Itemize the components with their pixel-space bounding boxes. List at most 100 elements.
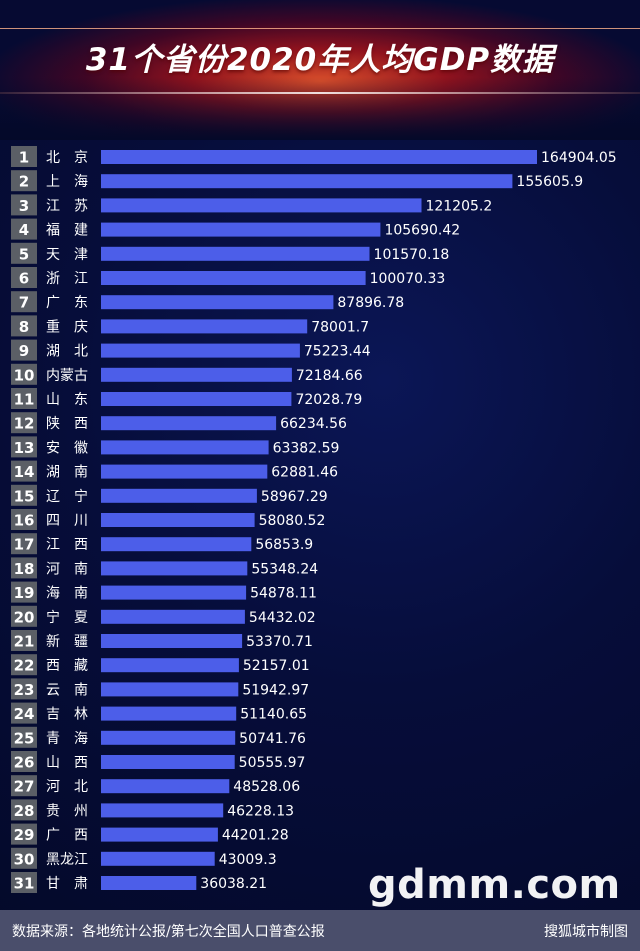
rank-number: 9 <box>19 342 29 360</box>
rank-badge <box>11 388 37 409</box>
gdp-bar <box>101 634 243 648</box>
rank-number: 14 <box>14 463 35 481</box>
gdp-bar <box>101 513 255 527</box>
province-label: 江苏 <box>46 198 102 214</box>
value-label: 87896.78 <box>337 295 404 311</box>
gdp-bar <box>101 488 257 503</box>
value-label: 56853.9 <box>255 537 313 553</box>
value-label: 58967.29 <box>261 489 328 505</box>
rank-number: 8 <box>19 318 29 336</box>
value-label: 155605.9 <box>516 174 583 190</box>
province-label: 新疆 <box>46 634 102 650</box>
value-label: 164904.05 <box>541 150 617 166</box>
chart-row: 5 天津 101570.18 <box>11 242 450 264</box>
province-label: 江西 <box>46 537 102 553</box>
province-label: 湖南 <box>46 465 102 481</box>
province-label: 云南 <box>46 682 102 698</box>
chart-row: 9 湖北 75223.44 <box>11 339 371 361</box>
rank-badge <box>11 436 37 458</box>
province-label: 山西 <box>46 755 102 771</box>
gdp-bar <box>101 343 300 358</box>
rank-number: 23 <box>14 681 35 699</box>
rank-number: 7 <box>19 294 29 312</box>
rank-badge <box>11 460 37 482</box>
chart-row: 17 江西 56853.9 <box>11 533 313 555</box>
chart-row: 22 西藏 52157.01 <box>11 654 310 676</box>
credit-text: 搜狐城市制图 <box>544 924 628 940</box>
rank-badge <box>11 533 37 555</box>
value-label: 63382.59 <box>273 440 340 456</box>
chart-row: 4 福建 105690.42 <box>11 218 460 240</box>
gdp-bar <box>101 755 235 769</box>
rank-number: 16 <box>14 512 35 530</box>
rank-badge <box>11 751 37 772</box>
chart-row: 3 江苏 121205.2 <box>11 194 492 216</box>
gdp-bar <box>101 198 422 213</box>
value-label: 75223.44 <box>304 344 371 360</box>
rank-number: 19 <box>14 584 35 602</box>
gdp-bar <box>101 174 513 189</box>
province-label: 甘肃 <box>46 876 102 892</box>
province-label: 吉林 <box>46 707 102 723</box>
value-label: 48528.06 <box>233 779 300 795</box>
province-label: 黑龙江 <box>46 852 88 868</box>
chart-row: 20 宁夏 54432.02 <box>11 605 316 627</box>
chart-row: 8 重庆 78001.7 <box>11 315 369 337</box>
value-label: 105690.42 <box>384 223 460 239</box>
rank-badge <box>11 242 37 264</box>
rank-number: 3 <box>19 197 29 215</box>
chart-row: 11 山东 72028.79 <box>11 388 362 409</box>
province-label: 广东 <box>46 295 102 311</box>
rank-number: 10 <box>14 366 35 384</box>
rank-badge <box>11 509 37 530</box>
gdp-bar <box>101 561 248 576</box>
rank-badge <box>11 146 37 167</box>
rank-badge <box>11 654 37 676</box>
rank-badge <box>11 823 37 845</box>
value-label: 121205.2 <box>425 198 492 214</box>
rank-number: 2 <box>19 173 29 191</box>
chart-row: 28 贵州 46228.13 <box>11 799 294 821</box>
province-label: 西藏 <box>46 658 102 674</box>
value-label: 54878.11 <box>250 586 317 602</box>
province-label: 陕西 <box>46 416 102 432</box>
province-label: 天津 <box>46 247 102 263</box>
gdp-bar <box>101 803 224 818</box>
value-label: 58080.52 <box>259 513 326 529</box>
gdp-bar <box>101 150 537 164</box>
gdp-bar <box>101 319 308 334</box>
rank-badge <box>11 581 37 603</box>
value-label: 53370.71 <box>246 634 313 650</box>
gdp-bar <box>101 706 237 721</box>
value-label: 101570.18 <box>374 247 450 263</box>
chart-row: 12 陕西 66234.56 <box>11 412 347 434</box>
rank-number: 25 <box>14 729 35 747</box>
province-label: 山东 <box>46 392 102 408</box>
gdp-bar <box>101 609 245 624</box>
rank-badge <box>11 218 37 240</box>
value-label: 100070.33 <box>370 271 446 287</box>
page-title: 31个省份2020年人均GDP数据 <box>85 42 555 78</box>
province-label: 安徽 <box>46 440 102 456</box>
rank-badge <box>11 291 37 313</box>
rank-number: 4 <box>19 221 29 239</box>
province-label: 内蒙古 <box>46 368 88 384</box>
rank-number: 29 <box>14 826 35 844</box>
rank-badge <box>11 194 37 216</box>
gdp-bar <box>101 367 292 382</box>
rank-number: 12 <box>14 415 35 433</box>
chart-row: 23 云南 51942.97 <box>11 678 309 700</box>
gdp-bar <box>101 537 252 552</box>
gdp-bar <box>101 585 247 600</box>
rank-number: 24 <box>14 705 35 723</box>
value-label: 51140.65 <box>240 707 307 723</box>
rank-number: 22 <box>14 657 35 675</box>
rank-badge <box>11 557 37 579</box>
rank-badge <box>11 170 37 192</box>
gdp-bar <box>101 876 197 890</box>
gdp-bar <box>101 271 366 285</box>
gdp-bar <box>101 730 236 745</box>
value-label: 51942.97 <box>242 682 309 698</box>
value-label: 78001.7 <box>311 319 369 335</box>
chart-row: 21 新疆 53370.71 <box>11 630 313 651</box>
